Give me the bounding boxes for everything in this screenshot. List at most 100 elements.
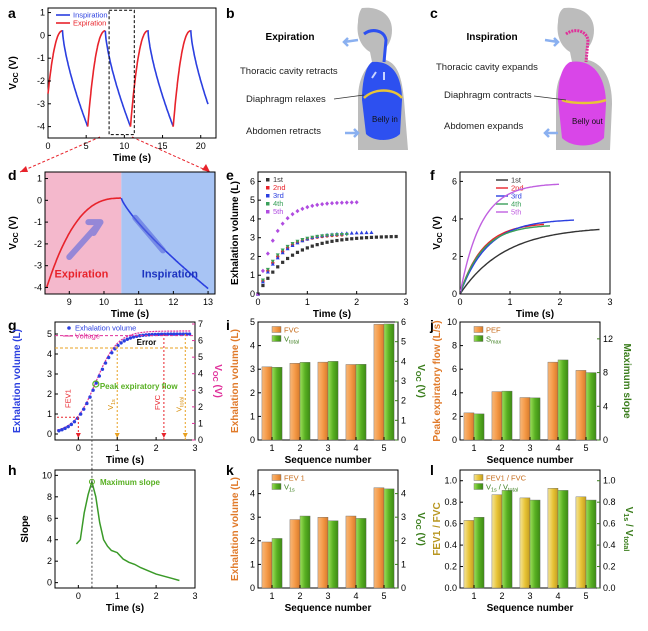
chart-d-inspiration-region: [121, 172, 215, 294]
chart-i-y2tick-label: 2: [401, 396, 406, 406]
chart-i-y2tick-label: 1: [401, 415, 406, 425]
chart-h-ytick-label: 4: [47, 535, 52, 545]
chart-k-ylabel: Exhalation volume (L): [230, 477, 241, 581]
chart-f-frame: [459, 171, 611, 295]
chart-e-point: [310, 235, 315, 240]
chart-g-volume-point: [69, 422, 74, 427]
diagram-b-pointer: [333, 94, 365, 100]
chart-d-xtick-label: 10: [99, 297, 109, 307]
chart-k-ytick-label: 1: [250, 559, 255, 569]
chart-d-xtick-label: 12: [168, 297, 178, 307]
airway-c: [565, 29, 590, 63]
chart-i-bar-right: [299, 362, 311, 441]
chart-h-ytick-label: 6: [47, 513, 52, 523]
chart-l-bar-right: [585, 499, 597, 589]
chart-j-ytick-label: 6: [452, 364, 457, 374]
chart-f-ytick-label: 6: [452, 176, 457, 186]
chart-k-bar-left: [261, 541, 273, 589]
chart-k-xtick-label: 1: [269, 591, 274, 601]
chart-k-bar-right: [327, 520, 339, 589]
chart-e-legend-label: 4th: [273, 199, 283, 208]
chart-l-ytick-label: 0.8: [444, 497, 457, 507]
chart-g-volume-point: [181, 332, 186, 336]
chart-g-volume-point: [147, 333, 151, 337]
chart-g-ytick-label: 2: [47, 389, 52, 399]
chart-e-point: [394, 234, 398, 239]
chart-l-xtick-label: 4: [555, 591, 560, 601]
chart-g-guide-arrow: [75, 433, 81, 438]
chart-e-ytick-label: 1: [250, 270, 255, 280]
chart-h-slope-line: [75, 478, 180, 582]
chart-f-xlabel: Time (s): [516, 309, 554, 320]
chart-g-guide-arrow: [161, 433, 167, 438]
chart-g-volume-point: [91, 388, 95, 392]
diagram-b-label-abdomen: Abdomen retracts: [246, 126, 321, 137]
chart-e-point: [265, 269, 270, 274]
chart-h-ytick-label: 10: [42, 470, 52, 480]
chart-e-point: [270, 262, 275, 266]
chart-a-legend-label: Expiration: [73, 19, 106, 28]
chart-g-volume-point: [172, 332, 176, 336]
chart-d-xlabel: Time (s): [111, 309, 149, 320]
chart-a-ytick-label: -2: [37, 76, 45, 86]
chart-i-bar-left: [373, 324, 385, 441]
chart-e-point: [290, 253, 295, 257]
chart-j-bar-left: [491, 391, 503, 441]
chart-a-frame: [47, 7, 217, 139]
chart-d-falling-arrow: [132, 214, 166, 254]
chart-e-point: [295, 208, 300, 214]
chart-i-ylabel: Exhalation volume (L): [230, 329, 241, 433]
chart-i-legend-label: FVC: [284, 326, 300, 335]
chart-f-series-line: [459, 228, 600, 295]
chart-e-point: [330, 239, 334, 243]
chart-l-y2tick-label: 1.0: [603, 476, 616, 486]
chart-g-volume-point: [122, 339, 126, 343]
chart-e-point: [285, 216, 290, 221]
chart-k-bar-left: [289, 519, 301, 589]
chart-d-region-label-expiration: Expiration: [55, 269, 109, 281]
diagram-b-label-thoracic: Thoracic cavity retracts: [240, 66, 338, 77]
chart-k-ytick-label: 3: [250, 512, 255, 522]
chart-h-xtick-label: 2: [154, 591, 159, 601]
chart-g-y2label: VOC​ (V): [211, 364, 223, 398]
panel-label-e: e: [226, 167, 234, 183]
chart-j-y2tick-label: 8: [603, 368, 608, 378]
chart-f-ytick-label: 4: [452, 214, 457, 224]
chart-e-point: [344, 232, 349, 237]
chart-h-ytick-label: 8: [47, 492, 52, 502]
chart-l-y2tick-label: 0.8: [603, 497, 616, 507]
chart-e-point: [265, 267, 270, 272]
chart-d-expiration-region: [45, 172, 122, 294]
chart-j-y2label: Maximum slope: [621, 343, 632, 418]
chart-i-xtick-label: 4: [353, 443, 358, 453]
chart-g-y2tick-label: 6: [198, 336, 203, 346]
chart-e-point: [339, 200, 344, 205]
chart-j-xtick-label: 2: [499, 443, 504, 453]
chart-g-volume-point: [159, 332, 164, 336]
chart-l-bar-right: [529, 499, 541, 589]
chart-i-ytick-label: 2: [250, 388, 255, 398]
chart-g-ylabel: Exhalation volume (L): [12, 329, 23, 433]
chart-g-legend-voltage-label: Voltage: [75, 332, 100, 341]
chart-g-volume-point: [187, 332, 192, 336]
chart-e-point: [340, 238, 344, 242]
chart-i-legend-swatch: [271, 326, 282, 333]
chart-g-volume-point: [166, 332, 170, 336]
chart-k-bar-right: [299, 515, 311, 589]
chart-d-expiration-line: [45, 197, 121, 288]
chart-l-bar-left: [547, 488, 559, 589]
diagram-c-label-thoracic: Thoracic cavity expands: [436, 62, 538, 73]
chart-g-volume-point: [57, 429, 61, 433]
panel-label-l: l: [430, 462, 434, 478]
chart-j-ytick-label: 10: [447, 317, 457, 327]
chart-e-point: [270, 238, 275, 243]
chart-e-point: [300, 238, 305, 242]
chart-g-volume-point: [175, 332, 179, 336]
chart-f-ytick-label: 2: [452, 251, 457, 261]
panel-label-a: a: [8, 5, 16, 21]
chart-e-point: [281, 260, 285, 264]
chart-d-ytick-label: -4: [34, 282, 42, 292]
chart-j-ytick-label: 4: [452, 388, 457, 398]
chart-g-volume-point: [110, 351, 114, 355]
chart-g-volume-point: [128, 336, 133, 340]
